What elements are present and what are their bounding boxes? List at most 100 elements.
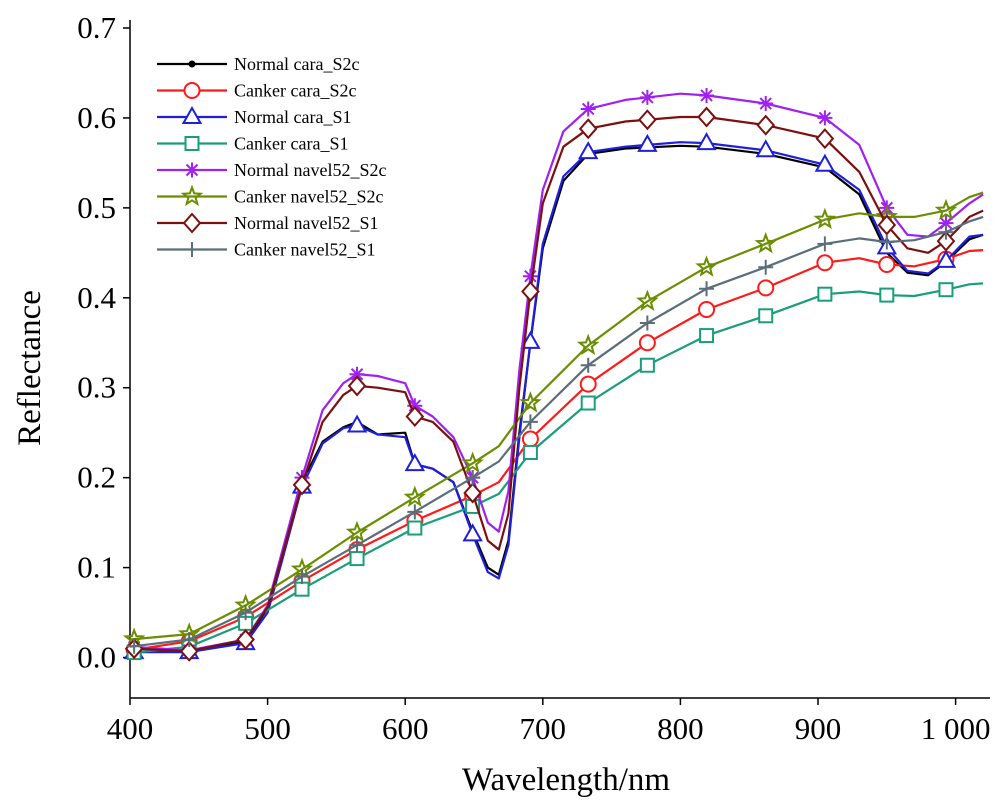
data-point — [345, 520, 369, 543]
data-point — [639, 315, 655, 331]
y-tick-label: 0.3 — [77, 370, 116, 405]
data-point — [699, 87, 715, 103]
data-point — [576, 333, 600, 355]
data-point — [522, 414, 538, 430]
data-point — [403, 485, 427, 508]
data-point — [580, 101, 596, 117]
data-point — [579, 375, 597, 393]
data-point — [758, 96, 774, 112]
data-point — [938, 224, 954, 240]
data-point — [236, 629, 255, 651]
data-point — [938, 215, 954, 231]
data-point — [817, 286, 833, 302]
x-tick-label: 500 — [244, 711, 291, 746]
x-tick-label: 1 000 — [921, 711, 991, 746]
data-point — [407, 504, 423, 520]
data-point — [696, 132, 717, 151]
data-point — [522, 444, 538, 460]
data-point — [407, 520, 423, 536]
series-layer — [122, 87, 984, 662]
data-point — [461, 451, 484, 473]
axes-layer: 400 500 600 700 800 900 1 000 0.0 0.1 0.2 0.3 0.4 0.… — [77, 10, 990, 746]
data-point — [816, 254, 834, 272]
series-line — [129, 249, 984, 652]
data-point — [755, 139, 776, 158]
data-point — [758, 308, 774, 324]
data-point — [580, 357, 596, 373]
legend-marker — [181, 105, 203, 124]
legend-marker — [180, 184, 204, 207]
legend-item: Normal navel52_S2c — [157, 160, 386, 180]
data-point — [754, 231, 778, 254]
data-point — [404, 453, 426, 472]
legend-label: Canker navel52_S1 — [234, 240, 375, 260]
data-point — [879, 287, 895, 303]
series-6 — [122, 191, 984, 649]
series-line — [129, 282, 984, 655]
data-point — [636, 289, 659, 312]
data-point — [934, 198, 958, 221]
legend-marker — [184, 136, 200, 151]
y-tick-label: 0.2 — [77, 460, 116, 495]
legend-item: Canker navel52_S1 — [157, 240, 375, 260]
data-point — [238, 605, 254, 621]
y-axis-title: Reflectance — [12, 290, 48, 446]
legend-item: Canker cara_S2c — [157, 81, 356, 101]
y-tick-label: 0.5 — [77, 190, 116, 225]
series-line — [129, 191, 984, 641]
legend-item: Canker navel52_S2c — [157, 184, 383, 207]
data-point — [936, 230, 956, 252]
data-point — [639, 89, 655, 105]
data-point — [699, 328, 715, 344]
series-7 — [124, 106, 984, 662]
data-point — [697, 106, 716, 128]
data-point — [814, 153, 836, 172]
legend-marker — [184, 242, 200, 257]
y-tick-label: 0.1 — [77, 550, 116, 585]
legend-marker — [188, 60, 196, 68]
data-point — [817, 110, 833, 126]
data-point — [813, 207, 837, 230]
y-tick-label: 0.4 — [77, 280, 116, 315]
legend-label: Normal cara_S1 — [234, 107, 351, 127]
legend-item: Normal cara_S1 — [157, 105, 351, 127]
data-point — [879, 234, 895, 250]
legend-marker — [182, 212, 202, 234]
data-point — [815, 128, 835, 150]
data-point — [405, 406, 425, 428]
legend: Normal cara_S2c Canker cara_S2c Normal car… — [157, 54, 386, 260]
data-point — [292, 474, 312, 496]
data-point — [637, 133, 658, 152]
y-tick-label: 0.0 — [77, 640, 116, 675]
data-point — [346, 414, 368, 433]
data-point — [938, 282, 954, 298]
series-8 — [126, 215, 984, 654]
data-point — [699, 281, 715, 297]
data-point — [757, 279, 775, 297]
y-tick-label: 0.7 — [77, 10, 116, 45]
legend-item: Canker cara_S1 — [157, 134, 348, 154]
legend-label: Normal navel52_S1 — [234, 213, 378, 233]
series-3 — [123, 132, 984, 660]
legend-label: Normal cara_S2c — [234, 54, 359, 74]
data-point — [349, 551, 365, 567]
data-point — [465, 470, 481, 486]
data-point — [522, 268, 538, 284]
data-point — [935, 249, 957, 268]
data-point — [463, 482, 482, 504]
series-4 — [126, 282, 984, 661]
legend-marker — [184, 162, 200, 178]
data-point — [695, 255, 718, 277]
data-point — [521, 430, 539, 448]
series-line — [130, 141, 984, 654]
data-point — [756, 114, 776, 136]
data-point — [577, 141, 599, 160]
data-point — [349, 366, 365, 382]
series-line — [129, 92, 984, 652]
series-line — [129, 215, 984, 648]
data-point — [521, 280, 540, 303]
data-point — [126, 638, 142, 654]
data-point — [698, 300, 716, 318]
legend-label: Canker navel52_S2c — [234, 187, 383, 207]
